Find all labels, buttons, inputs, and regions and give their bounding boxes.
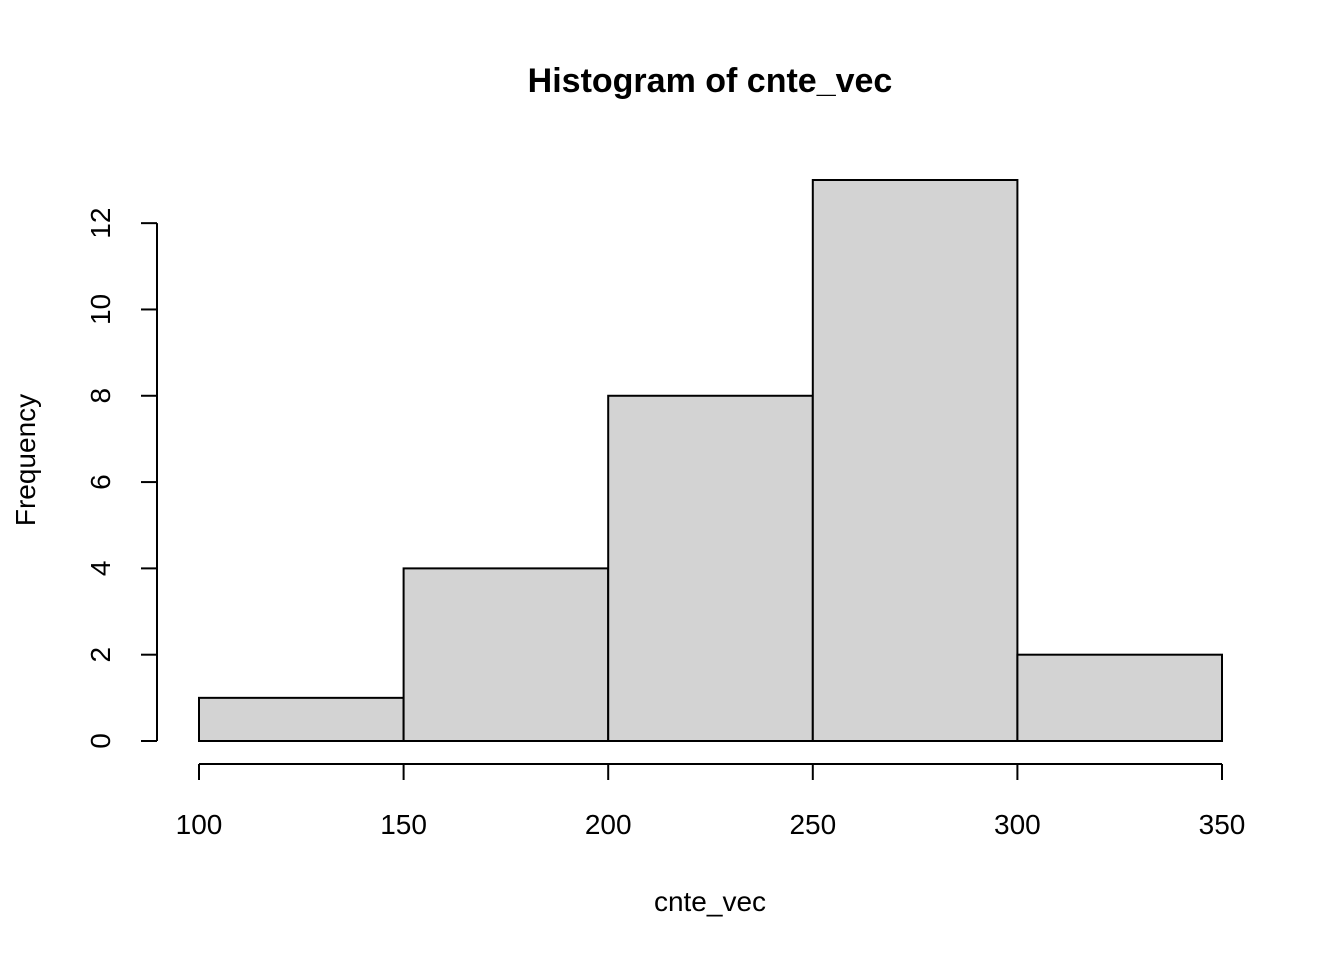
y-tick-label: 0: [85, 733, 116, 749]
x-tick-label: 100: [176, 809, 223, 840]
histogram-bar-4: [811, 179, 1019, 742]
y-tick-label: 10: [85, 294, 116, 325]
x-tick-label: 150: [380, 809, 427, 840]
x-tick-label: 200: [585, 809, 632, 840]
y-tick-label: 12: [85, 208, 116, 239]
x-tick-label: 350: [1199, 809, 1246, 840]
x-tick-label: 300: [994, 809, 1041, 840]
y-tick-label: 4: [85, 561, 116, 577]
x-axis-label: cnte_vec: [654, 886, 766, 917]
x-axis: 100 150 200 250 300 350: [176, 763, 1246, 840]
histogram-bar-5: [1016, 653, 1224, 743]
histogram-bar-1: [198, 696, 405, 742]
y-tick-label: 2: [85, 647, 116, 663]
bars-layer: [198, 179, 1224, 743]
y-axis: 0 2 4 6 8 10 12: [85, 208, 158, 749]
y-tick-label: 6: [85, 474, 116, 490]
y-tick-label: 8: [85, 388, 116, 404]
chart-title: Histogram of cnte_vec: [528, 62, 893, 100]
y-axis-label: Frequency: [10, 394, 41, 526]
histogram-bar-3: [607, 394, 814, 742]
x-tick-label: 250: [789, 809, 836, 840]
histogram-bar-2: [402, 567, 610, 743]
